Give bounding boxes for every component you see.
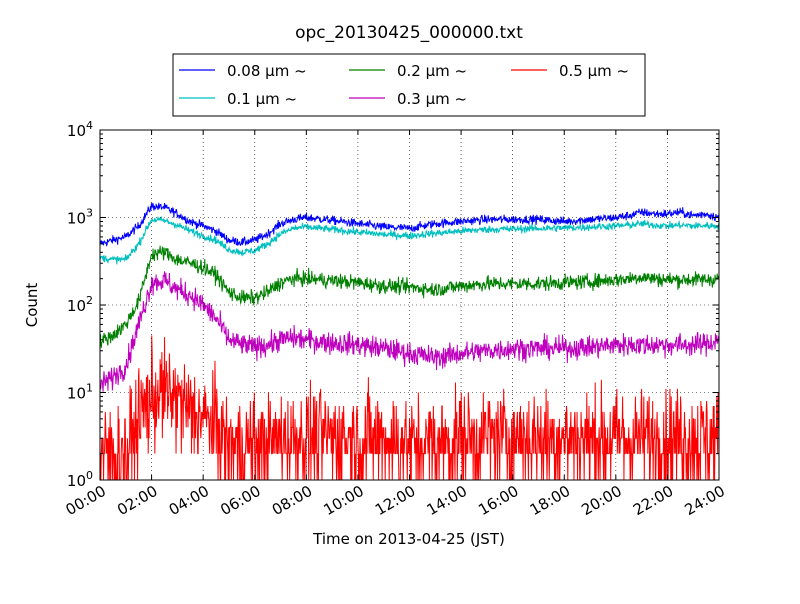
legend: 0.08 μm ~ 0.1 μm ~ 0.2 μm ~ 0.3 μm ~ 0.5 μm … [172, 53, 646, 117]
legend-entry: 0.1 μm ~ [179, 90, 297, 108]
y-axis-label: Count [23, 283, 41, 328]
legend-entry: 0.5 μm ~ [511, 62, 629, 80]
x-tick-label: 22:00 [630, 482, 676, 519]
x-tick-label: 06:00 [217, 482, 263, 519]
x-tick-label: 20:00 [578, 482, 624, 519]
legend-entries: 0.08 μm ~ 0.1 μm ~ 0.2 μm ~ 0.3 μm ~ 0.5 μm … [179, 62, 629, 108]
tick-marks [99, 129, 720, 481]
x-axis-label: Time on 2013-04-25 (JST) [312, 530, 505, 548]
series-line [99, 271, 720, 392]
legend-entry: 0.2 μm ~ [349, 62, 467, 80]
x-tick-label: 24:00 [682, 482, 728, 519]
y-tick-label: 104 [67, 119, 93, 140]
legend-entry: 0.3 μm ~ [349, 90, 467, 108]
legend-label: 0.1 μm ~ [227, 90, 297, 108]
legend-entry: 0.08 μm ~ [179, 62, 307, 80]
x-tick-label: 18:00 [527, 482, 573, 519]
legend-label: 0.5 μm ~ [559, 62, 629, 80]
legend-box [172, 53, 646, 117]
x-tick-label: 08:00 [269, 482, 315, 519]
y-tick-label: 100 [67, 469, 93, 490]
x-tick-label: 02:00 [114, 482, 160, 519]
y-tick-label: 102 [67, 294, 93, 315]
series-line [99, 215, 720, 265]
legend-label: 0.2 μm ~ [397, 62, 467, 80]
y-tick-label: 101 [67, 382, 93, 403]
x-tick-label: 14:00 [424, 482, 470, 519]
y-tick-label: 103 [67, 207, 93, 228]
legend-label: 0.08 μm ~ [227, 62, 307, 80]
x-tick-labels: 00:00 02:00 04:00 06:00 08:00 10:00 12:00 14:00… [63, 482, 728, 519]
y-tick-labels: 100 101 102 103 104 [67, 119, 93, 490]
x-tick-label: 12:00 [372, 482, 418, 519]
x-tick-label: 16:00 [475, 482, 521, 519]
x-tick-label: 10:00 [320, 482, 366, 519]
legend-label: 0.3 μm ~ [397, 90, 467, 108]
x-tick-label: 04:00 [166, 482, 212, 519]
chart-title: opc_20130425_000000.txt [295, 23, 523, 43]
